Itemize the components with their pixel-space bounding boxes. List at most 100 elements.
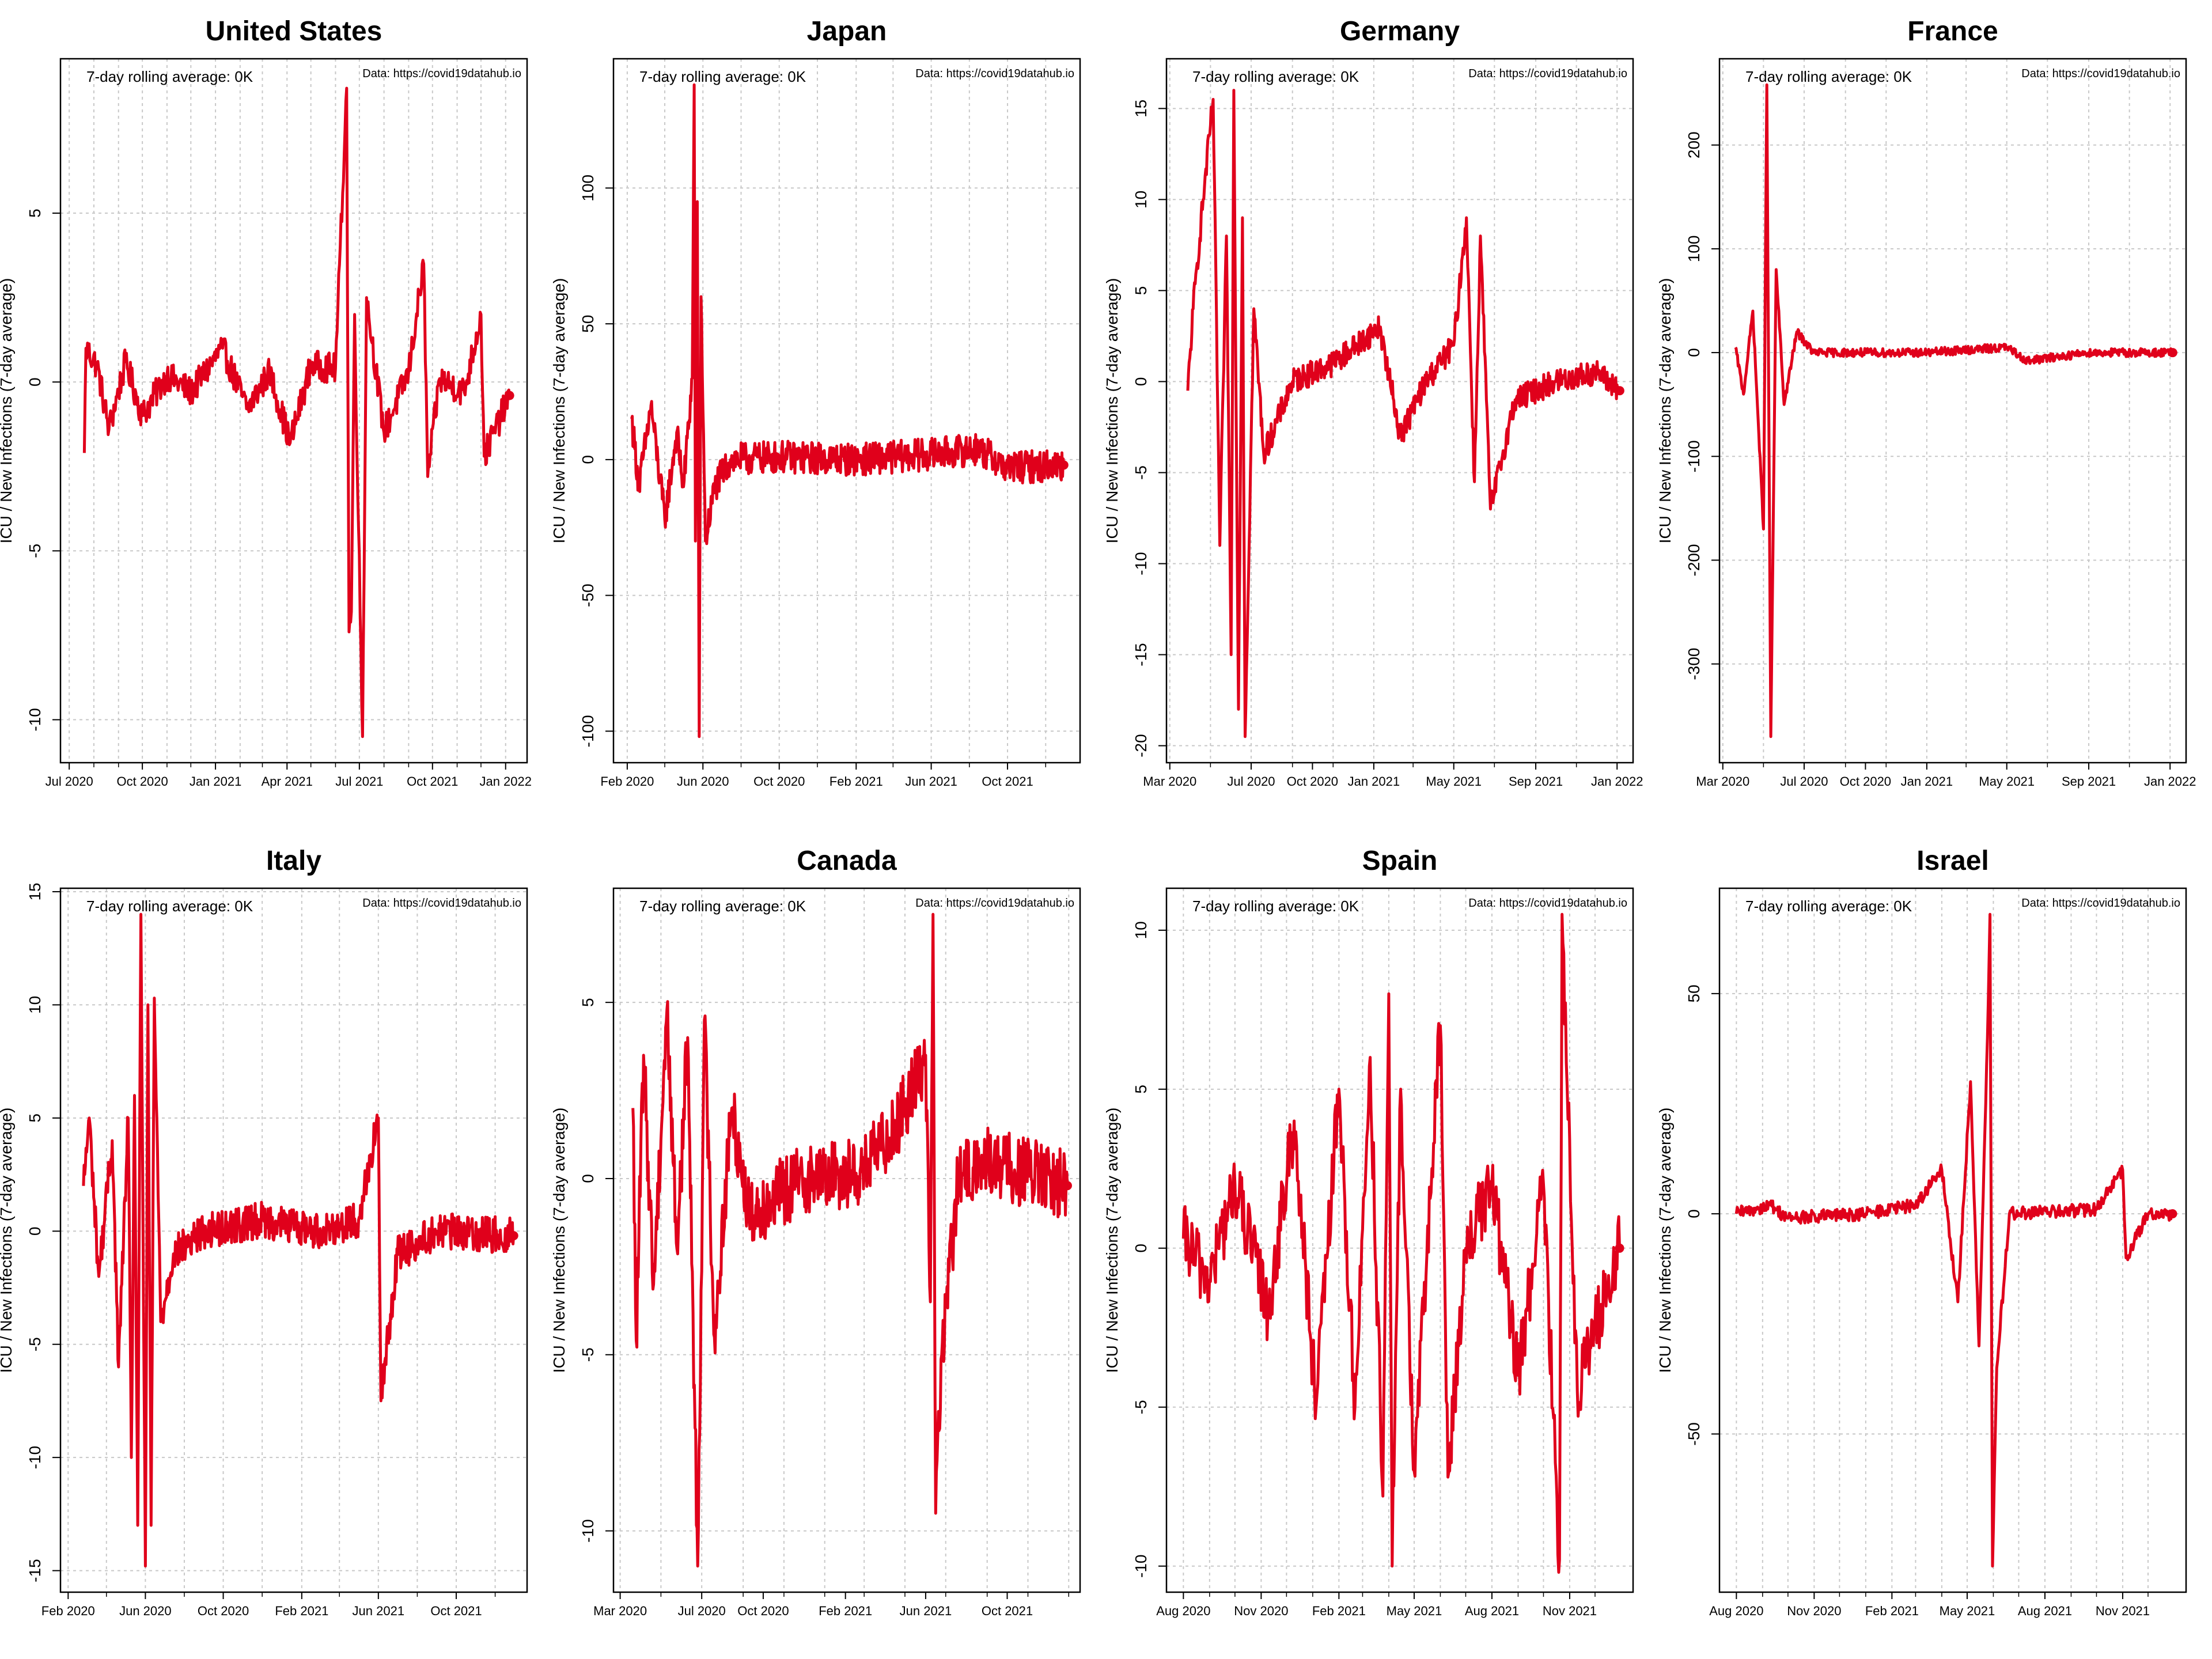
x-tick-label: Aug 2021 (2018, 1604, 2072, 1618)
x-tick-label: Jun 2021 (905, 774, 957, 789)
x-tick-label: Oct 2021 (430, 1604, 482, 1618)
chart-title: Canada (797, 846, 897, 876)
series-end-marker (509, 1231, 518, 1241)
chart-japan: Japan -100 -50 0 50 100 Feb 2020 Jun 2020 Oct 20… (550, 16, 1081, 789)
chart-israel: Israel -50 0 50 Aug 2020 Nov 2020 Feb 2021 May … (1656, 846, 2187, 1618)
x-tick-label: Feb 2020 (600, 774, 654, 789)
x-tick-label: Jun 2021 (353, 1604, 405, 1618)
y-tick-label: -10 (26, 708, 44, 731)
y-axis-label: ICU / New Infections (7-day average) (1656, 278, 1674, 544)
gridlines (60, 59, 527, 763)
x-tick-label: Nov 2021 (1543, 1604, 1597, 1618)
x-tick-label: Jan 2021 (1901, 774, 1953, 789)
series-end-marker (2168, 348, 2177, 358)
x-tick-label: Jun 2020 (119, 1604, 172, 1618)
y-tick-label: 5 (579, 998, 597, 1007)
x-tick-label: Jun 2021 (900, 1604, 952, 1618)
series-line (630, 83, 1066, 738)
x-tick-label: Aug 2020 (1156, 1604, 1210, 1618)
x-tick-label: Oct 2020 (198, 1604, 249, 1618)
y-tick-label: 5 (1132, 1085, 1150, 1094)
x-tick-label: Feb 2021 (275, 1604, 328, 1618)
y-axis-label: ICU / New Infections (7-day average) (1103, 278, 1121, 544)
series-end-marker (1059, 460, 1069, 470)
x-tick-label: Jul 2020 (1780, 774, 1828, 789)
panel-italy: Italy -15 -10 -5 0 5 10 15 Feb 2020 Jun 2020 Oct 2… (0, 830, 553, 1659)
series-line (1181, 912, 1621, 1574)
y-tick-label: 0 (26, 377, 44, 387)
y-tick-label: 0 (579, 455, 597, 464)
x-tick-label: Apr 2021 (262, 774, 313, 789)
x-tick-label: Feb 2021 (1865, 1604, 1919, 1618)
x-tick-label: Oct 2020 (1840, 774, 1891, 789)
x-tick-label: Jul 2020 (46, 774, 93, 789)
x-tick-label: Nov 2021 (2096, 1604, 2150, 1618)
chart-title: United States (206, 16, 382, 47)
y-tick-label: 0 (1132, 377, 1150, 387)
y-tick-label: 5 (26, 1113, 44, 1123)
series-line (1734, 912, 2174, 1568)
y-tick-label: 0 (1132, 1244, 1150, 1253)
y-tick-label: -300 (1685, 648, 1703, 680)
y-tick-label: -200 (1685, 544, 1703, 576)
y-tick-label: 5 (26, 209, 44, 218)
y-tick-label: 0 (26, 1226, 44, 1236)
x-tick-label: May 2021 (1387, 1604, 1442, 1618)
chart-title: Israel (1916, 846, 1988, 876)
x-tick-label: Jul 2020 (678, 1604, 726, 1618)
y-tick-label: 15 (26, 882, 44, 900)
chart-title: Japan (807, 16, 887, 47)
data-source-note: Data: https://covid19datahub.io (2021, 897, 2180, 910)
data-source-note: Data: https://covid19datahub.io (362, 67, 521, 80)
x-tick-label: Feb 2021 (1312, 1604, 1366, 1618)
y-tick-label: 50 (1685, 984, 1703, 1002)
chart-title: France (1907, 16, 1998, 47)
chart-title: Italy (266, 846, 321, 876)
y-tick-label: -10 (1132, 552, 1150, 575)
x-tick-label: Mar 2020 (593, 1604, 647, 1618)
y-axis-label: ICU / New Infections (7-day average) (1656, 1108, 1674, 1373)
y-axis-label: ICU / New Infections (7-day average) (0, 278, 15, 544)
y-tick-label: -10 (579, 1519, 597, 1542)
data-source-note: Data: https://covid19datahub.io (1468, 67, 1627, 80)
panel-israel: Israel -50 0 50 Aug 2020 Nov 2020 Feb 2021 May … (1656, 830, 2212, 1659)
x-tick-label: Oct 2020 (753, 774, 805, 789)
x-tick-label: Oct 2020 (1287, 774, 1338, 789)
x-tick-label: Jan 2021 (1348, 774, 1400, 789)
series-line (1186, 89, 1621, 738)
gridlines (1719, 59, 2186, 763)
y-tick-label: -10 (1132, 1555, 1150, 1578)
rolling-average-note: 7-day rolling average: 0K (86, 897, 253, 915)
gridlines (1719, 888, 2186, 1592)
y-tick-label: 0 (1685, 348, 1703, 357)
y-axis-label: ICU / New Infections (7-day average) (550, 1108, 568, 1373)
series-line (82, 86, 512, 738)
plot-frame (1718, 887, 2187, 1593)
x-tick-label: Jun 2020 (677, 774, 729, 789)
x-tick-label: May 2021 (1940, 1604, 1995, 1618)
y-tick-label: -15 (1132, 643, 1150, 666)
y-tick-label: 100 (579, 175, 597, 202)
x-tick-label: Oct 2020 (116, 774, 168, 789)
panel-japan: Japan -100 -50 0 50 100 Feb 2020 Jun 2020 Oct 20… (550, 0, 1106, 830)
x-tick-label: Aug 2020 (1709, 1604, 1763, 1618)
panel-united-states: United States -10 -5 0 5 Jul 2020 Oct 2020 Jan … (0, 0, 553, 830)
plot-frame (1165, 887, 1634, 1593)
plot-frame (1165, 58, 1634, 764)
x-tick-label: Nov 2020 (1787, 1604, 1841, 1618)
y-tick-label: 0 (579, 1174, 597, 1183)
gridlines (613, 59, 1080, 763)
x-tick-label: Nov 2020 (1234, 1604, 1288, 1618)
y-axis-label: ICU / New Infections (7-day average) (550, 278, 568, 544)
series-end-marker (1615, 386, 1624, 396)
y-tick-label: 0 (1685, 1209, 1703, 1218)
y-tick-label: 15 (1132, 100, 1150, 118)
panel-germany: Germany -20 -15 -10 -5 0 5 10 15 Mar 2020 Jul 2020… (1103, 0, 1659, 830)
x-tick-label: Mar 2020 (1143, 774, 1196, 789)
series-line (82, 912, 516, 1568)
x-tick-label: May 2021 (1426, 774, 1482, 789)
x-tick-label: Oct 2021 (982, 1604, 1033, 1618)
rolling-average-note: 7-day rolling average: 0K (1192, 897, 1359, 915)
x-tick-label: Mar 2020 (1696, 774, 1749, 789)
